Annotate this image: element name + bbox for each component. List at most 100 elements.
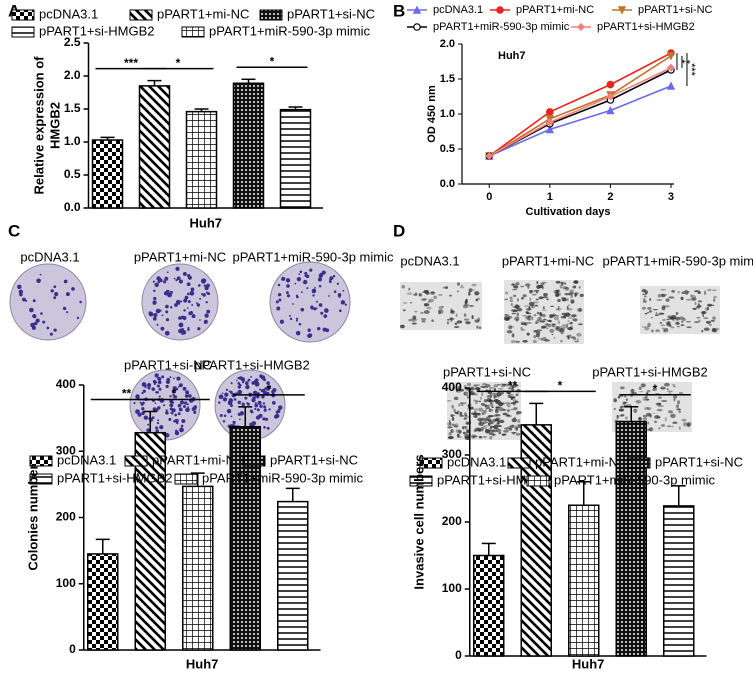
cell [463,391,469,396]
cell [524,305,530,307]
cell [517,424,521,429]
y-tick-label: 1.5 [64,101,81,115]
cell [661,305,666,310]
cell [506,330,513,334]
cell [710,319,715,322]
cell [456,410,460,412]
cell [658,312,665,315]
colony [222,420,226,423]
cell [458,403,461,407]
colony [63,279,68,284]
cell [460,411,463,416]
cell [525,283,531,287]
cell [675,321,680,325]
cell [558,328,562,333]
cell [491,393,498,395]
colony [185,390,190,395]
colony [159,309,162,312]
cell [453,408,457,413]
cell [657,396,662,399]
colony [170,306,173,309]
cell [567,304,571,307]
cell [647,322,651,327]
colony [235,379,238,382]
colony [262,390,268,395]
cell [462,426,465,430]
cell [474,387,481,391]
significance-label: *** [124,56,138,70]
cell [529,291,533,294]
cell [420,318,427,320]
cell [458,430,461,434]
cell [574,292,578,297]
cell [542,318,547,321]
cell [675,404,679,408]
cell [633,408,638,413]
cell [528,301,535,306]
cell [571,314,577,318]
cell [412,318,416,323]
colony [163,404,166,407]
cell [681,324,684,327]
y-tick-label: 200 [56,510,76,524]
cell [557,308,560,311]
colony [193,410,197,414]
cell [559,284,563,289]
colony [305,274,310,279]
legend-swatch [11,26,35,38]
significance-label: * [176,56,181,70]
colony [254,403,259,408]
cell [686,422,691,428]
cell [513,285,518,289]
cell [456,388,461,393]
colony [285,278,291,283]
colony [146,382,152,388]
image-label: pcDNA3.1 [20,249,79,264]
colony [237,412,242,417]
colony [157,376,162,381]
significance-label: * [675,59,687,64]
colony [165,304,169,309]
cell [551,314,556,318]
y-tick-label: 0.0 [440,178,455,190]
image-label: pPART1+si-HMGB2 [194,357,309,372]
colony [191,303,194,306]
colony [251,421,257,426]
cell [664,417,667,422]
legend-swatch [242,455,266,467]
colony [302,279,308,285]
colony [159,278,163,283]
legend-label: pPART1+mi-NC [516,4,594,16]
colony [250,410,254,414]
colony [252,390,258,396]
cell [512,305,519,309]
colony [173,277,176,280]
bar [138,85,171,209]
legend-label: pPART1+mi-NC [157,6,249,21]
cell [433,295,437,300]
colony [161,375,165,379]
legend-label: pPART1+miR-590-3p mimic [209,23,370,38]
cell [516,312,520,317]
cell [691,297,697,301]
colony [201,278,206,284]
cell [685,299,692,301]
cell [666,322,669,327]
colony [158,387,162,391]
colony [275,300,279,304]
cell [481,417,486,422]
data-point [666,81,676,90]
colony [224,392,229,397]
data-point [606,105,615,115]
cell [428,298,434,303]
x-axis-label: Huh7 [190,215,223,230]
cell [657,293,662,298]
colony [49,332,53,336]
colony [183,298,188,303]
cell [478,435,483,439]
cell [538,296,544,300]
cell [483,412,486,415]
colony [286,284,290,288]
cell [642,306,646,310]
y-tick-label: 1.0 [440,108,455,120]
